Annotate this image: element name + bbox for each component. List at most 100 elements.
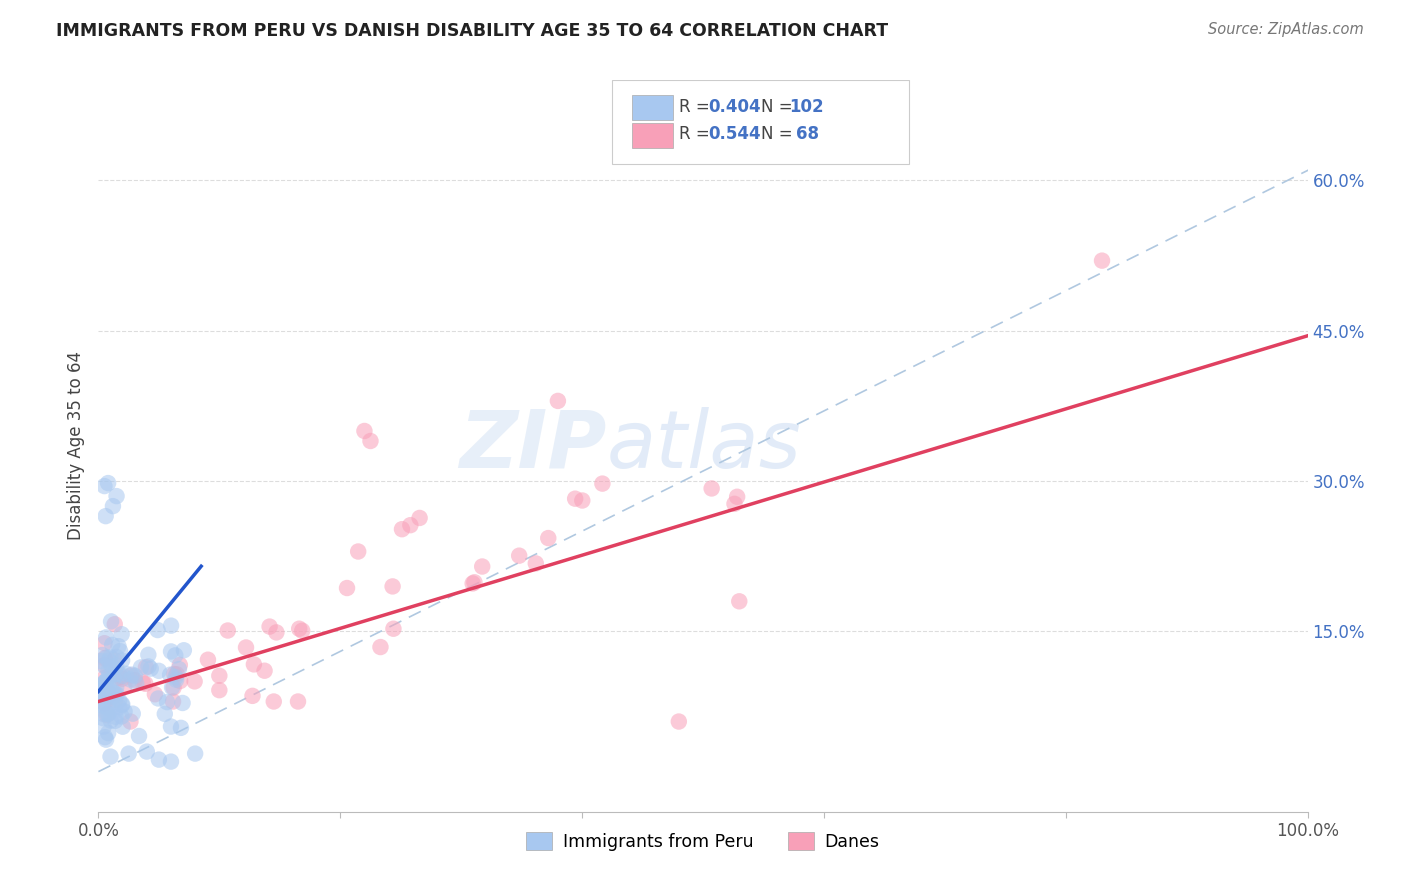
Point	[347, 544, 370, 558]
Point	[103, 653, 125, 667]
Legend: Immigrants from Peru, Danes: Immigrants from Peru, Danes	[519, 825, 887, 858]
Point	[382, 622, 405, 636]
Point	[101, 659, 124, 673]
Point	[461, 576, 484, 591]
Point	[591, 476, 613, 491]
Point	[243, 657, 266, 672]
Text: 0.544: 0.544	[707, 126, 761, 144]
Point	[108, 644, 131, 658]
Point	[93, 636, 115, 650]
Point	[120, 668, 142, 682]
Point	[165, 673, 187, 687]
Point	[291, 624, 314, 638]
Point	[138, 648, 160, 662]
Point	[1091, 253, 1114, 268]
Text: 68: 68	[796, 126, 820, 144]
Point	[197, 653, 219, 667]
Point	[111, 698, 134, 712]
Point	[115, 666, 138, 681]
Point	[162, 681, 184, 695]
Point	[146, 623, 169, 637]
Point	[93, 675, 115, 690]
Point	[700, 482, 723, 496]
Point	[103, 686, 125, 700]
Point	[97, 664, 120, 678]
Point	[163, 667, 186, 681]
Point	[93, 651, 115, 665]
Point	[94, 675, 117, 690]
Point	[91, 698, 114, 713]
Point	[107, 671, 129, 685]
Point	[160, 644, 183, 658]
Point	[89, 682, 111, 697]
Point	[107, 639, 129, 653]
Point	[111, 627, 134, 641]
Point	[110, 709, 132, 723]
Point	[93, 659, 115, 673]
Point	[93, 696, 115, 710]
Point	[97, 706, 120, 721]
Point	[287, 694, 309, 708]
Text: R =: R =	[679, 126, 714, 144]
Point	[111, 653, 134, 667]
Point	[111, 672, 134, 686]
Point	[148, 753, 170, 767]
Point	[160, 681, 183, 695]
Point	[93, 658, 115, 673]
Point	[547, 393, 569, 408]
Point	[471, 559, 494, 574]
Point	[105, 489, 128, 503]
Point	[160, 720, 183, 734]
Point	[90, 697, 112, 711]
Point	[391, 522, 413, 536]
Point	[94, 689, 117, 703]
Point	[139, 662, 162, 676]
Point	[100, 714, 122, 728]
Point	[111, 720, 134, 734]
Point	[108, 700, 131, 714]
Point	[170, 721, 193, 735]
Point	[114, 705, 136, 719]
Text: Source: ZipAtlas.com: Source: ZipAtlas.com	[1208, 22, 1364, 37]
Point	[90, 654, 112, 668]
Point	[129, 660, 152, 674]
Point	[160, 755, 183, 769]
Point	[105, 659, 128, 673]
Point	[235, 640, 257, 655]
Point	[242, 689, 264, 703]
Point	[217, 624, 239, 638]
Point	[135, 660, 157, 674]
Point	[97, 686, 120, 700]
Point	[336, 581, 359, 595]
Point	[668, 714, 690, 729]
Point	[537, 531, 560, 545]
Text: 0.404: 0.404	[707, 98, 761, 116]
Point	[463, 575, 485, 590]
Point	[128, 729, 150, 743]
Point	[93, 671, 115, 685]
Point	[370, 640, 392, 654]
Point	[100, 661, 122, 675]
Point	[93, 706, 115, 721]
Point	[524, 557, 547, 571]
Point	[110, 670, 132, 684]
Point	[208, 683, 231, 698]
Point	[105, 650, 128, 665]
Point	[100, 615, 122, 629]
Point	[120, 714, 142, 729]
Point	[100, 690, 122, 705]
Point	[89, 688, 111, 702]
Point	[94, 509, 117, 524]
FancyBboxPatch shape	[631, 95, 672, 120]
Point	[408, 511, 430, 525]
Text: N =: N =	[761, 98, 799, 116]
Point	[208, 669, 231, 683]
Point	[253, 664, 276, 678]
Point	[104, 714, 127, 728]
Point	[96, 650, 118, 665]
Point	[97, 726, 120, 740]
Point	[90, 679, 112, 693]
Point	[118, 747, 141, 761]
Point	[259, 619, 281, 633]
Point	[91, 648, 114, 662]
